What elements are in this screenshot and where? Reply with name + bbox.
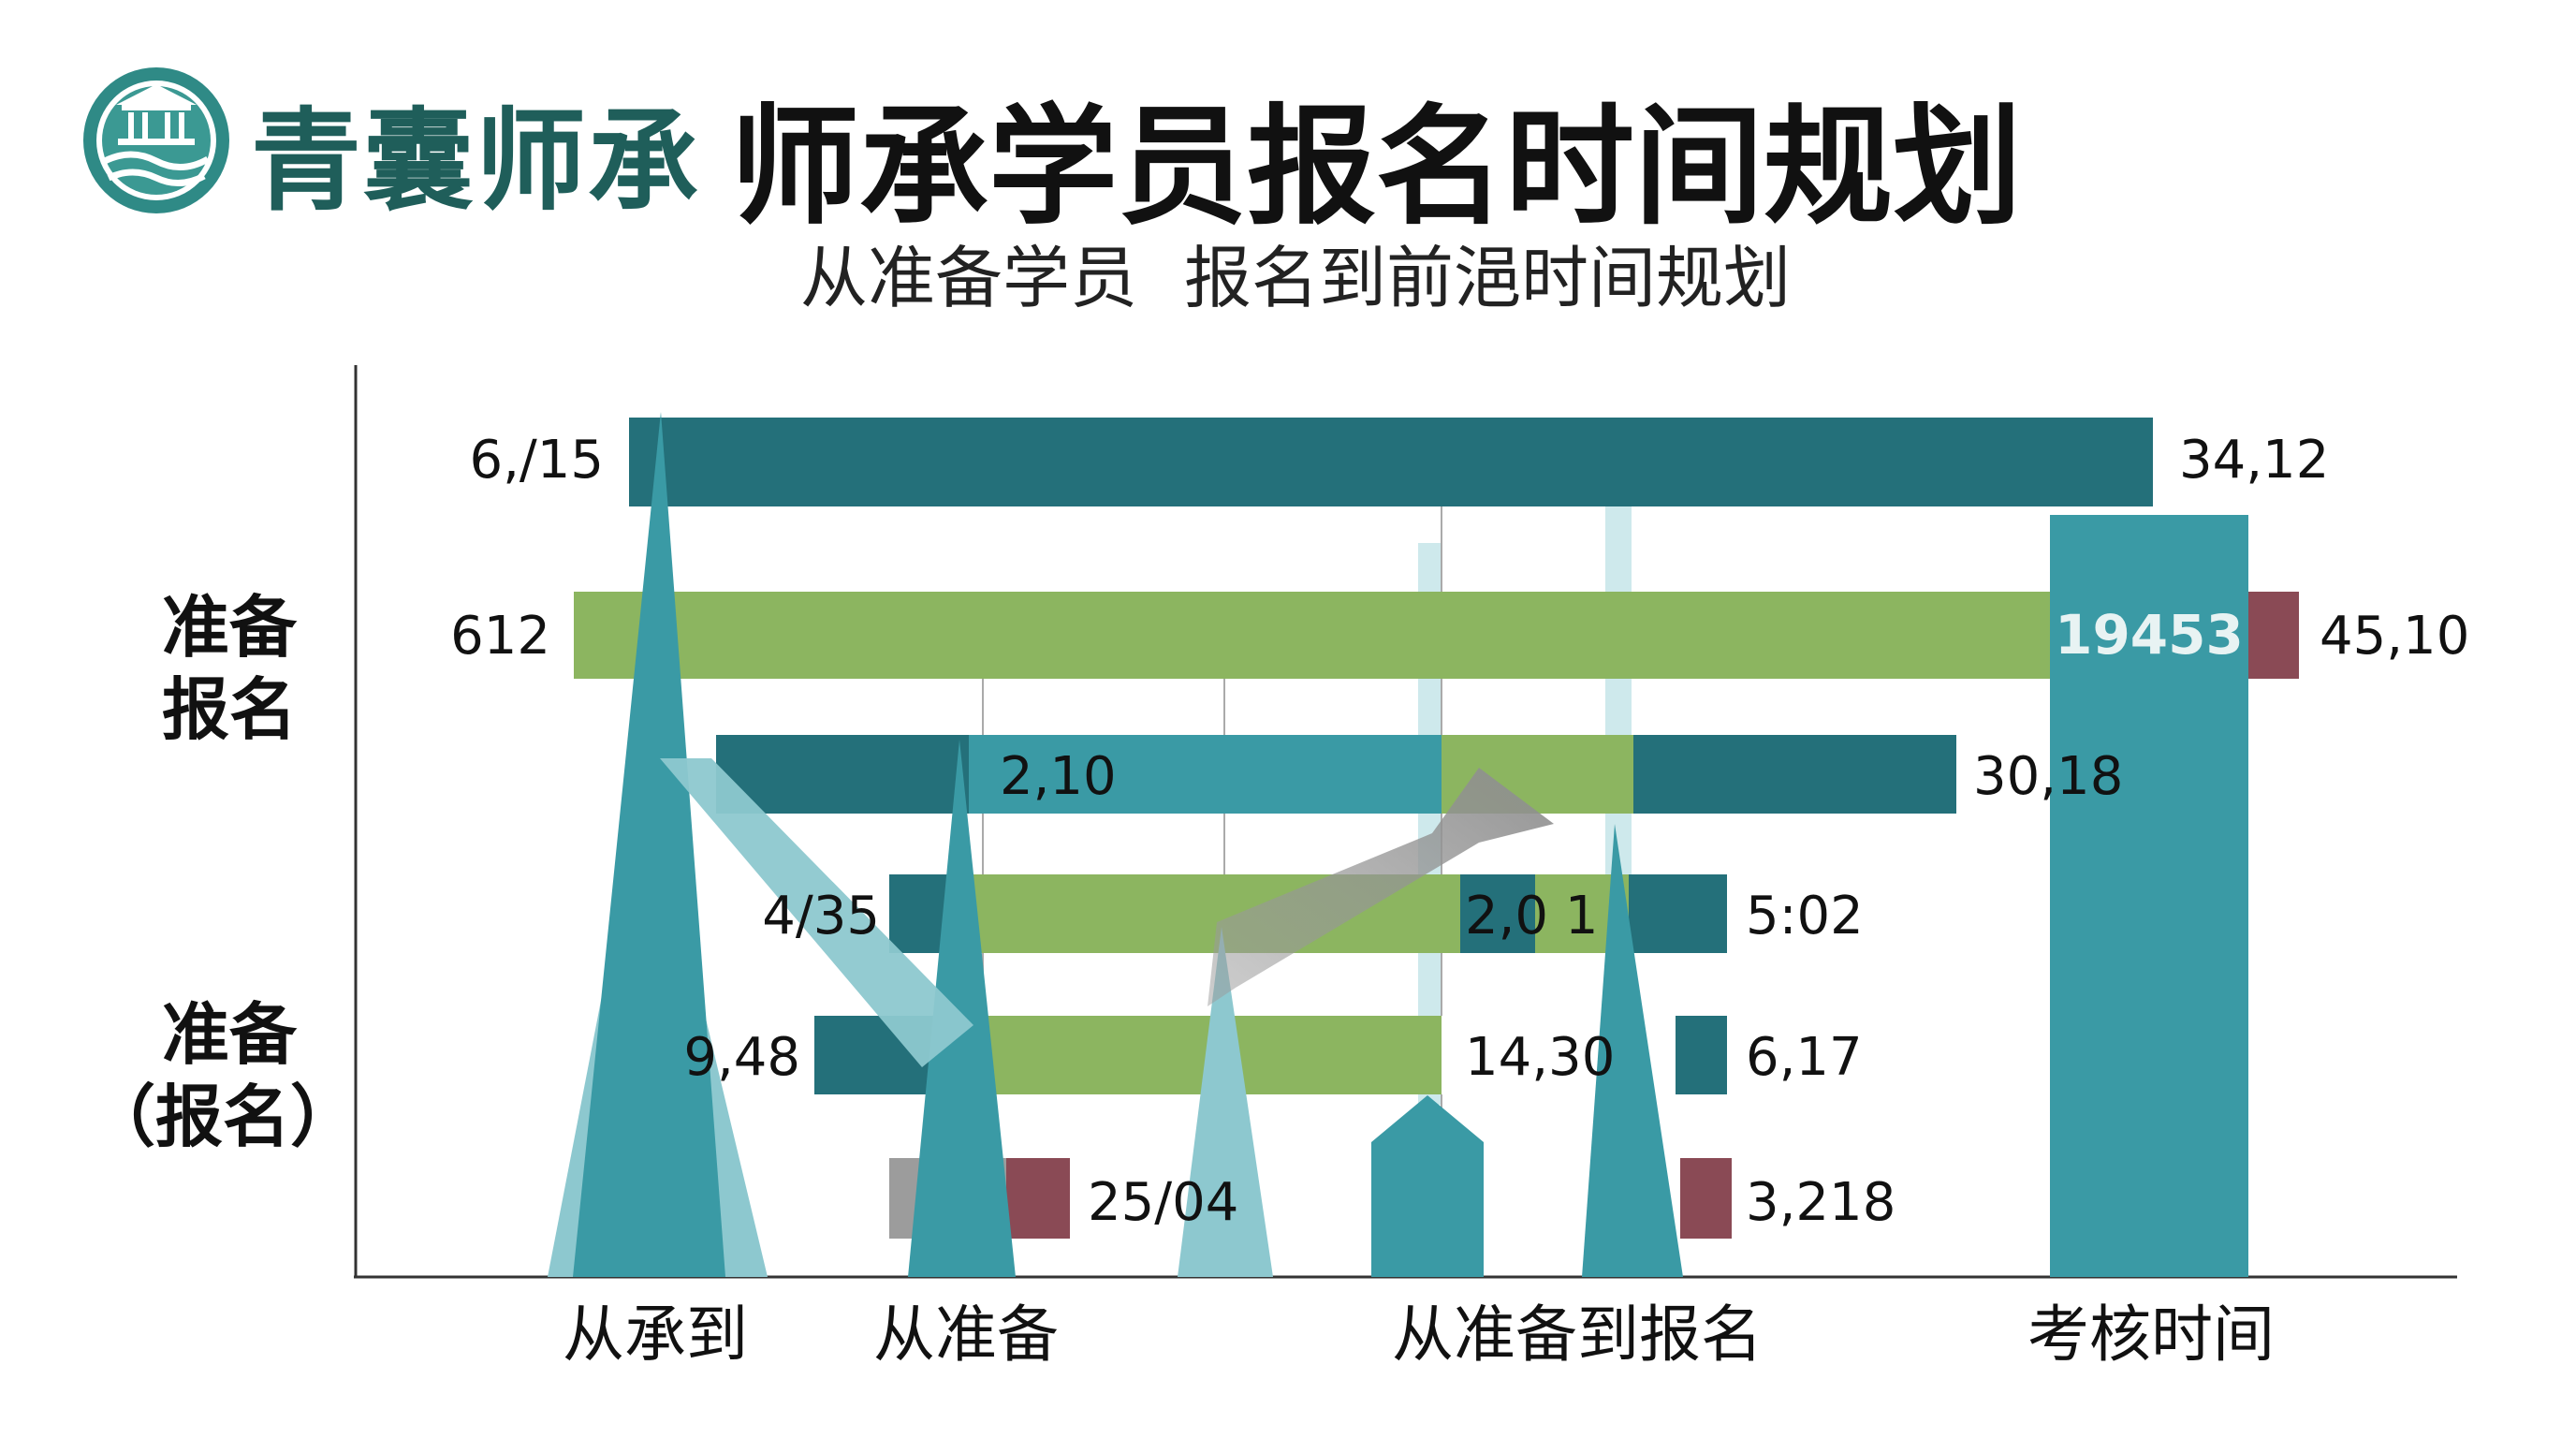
peak-shape bbox=[908, 740, 1016, 1277]
row-5-inner-label: 14,30 bbox=[1465, 1027, 1615, 1088]
row-2-end-label: 45,10 bbox=[2320, 606, 2469, 667]
y-group-label-2b: （报名） bbox=[88, 1078, 358, 1156]
x-category-label-3: 从准备到报名 bbox=[1392, 1299, 1763, 1371]
row-5-start-label: 9,48 bbox=[683, 1027, 800, 1088]
row-4-start-label: 4/35 bbox=[762, 886, 880, 946]
row-6-inner-label: 25/04 bbox=[1088, 1172, 1238, 1233]
x-category-label-1: 从承到 bbox=[563, 1299, 748, 1371]
row-4-end-label: 5:02 bbox=[1746, 886, 1864, 946]
diagonal-ribbon bbox=[660, 758, 973, 1067]
row-3-start-label: 2,10 bbox=[1000, 746, 1117, 807]
x-category-label-2: 从准备 bbox=[873, 1299, 1059, 1371]
arrow-shape bbox=[1208, 768, 1554, 1006]
bar-row-6-maroon bbox=[1006, 1158, 1070, 1239]
subtitle-part-1: 从准备学员 bbox=[800, 239, 1138, 317]
peak-shape bbox=[573, 412, 725, 1277]
peak-shape bbox=[1582, 824, 1683, 1277]
bar-row-6-gap bbox=[1680, 1158, 1732, 1239]
y-group-label-2a: 准备 bbox=[162, 995, 298, 1074]
row-5-end-label: 6,17 bbox=[1746, 1027, 1863, 1088]
row-2-start-label: 612 bbox=[450, 606, 550, 667]
logo-icon bbox=[83, 67, 229, 213]
y-group-label-1b: 报名 bbox=[162, 670, 297, 749]
row-2-inner-label: 19453 bbox=[2055, 603, 2244, 667]
page-subtitle: 从准备学员 报名到前浥时间规划 bbox=[800, 223, 1791, 321]
y-group-label-1a: 准备 bbox=[162, 588, 298, 667]
peak-shape bbox=[1178, 927, 1273, 1277]
bar-row-2 bbox=[574, 592, 2299, 679]
peak-shape bbox=[1371, 1095, 1484, 1277]
row-6-end-label: 3,218 bbox=[1746, 1172, 1895, 1233]
x-category-label-4: 考核时间 bbox=[2027, 1299, 2275, 1371]
brand-name: 青囊师承 bbox=[251, 95, 701, 226]
page-title: 师承学员报名时间规划 bbox=[730, 92, 2023, 242]
bar-row-3-mid bbox=[969, 735, 1442, 814]
row-4-inner-label: 2,0 1 bbox=[1465, 886, 1599, 946]
bar-row-2-end bbox=[2247, 592, 2299, 679]
row-1-end-label: 34,12 bbox=[2179, 430, 2329, 491]
bar-row-1 bbox=[629, 418, 2153, 506]
subtitle-part-2: 报名到前浥时间规划 bbox=[1184, 239, 1792, 317]
exam-column bbox=[2050, 515, 2248, 1277]
row-3-end-label: 30,18 bbox=[1973, 746, 2123, 807]
row-1-start-label: 6,/15 bbox=[469, 430, 604, 491]
